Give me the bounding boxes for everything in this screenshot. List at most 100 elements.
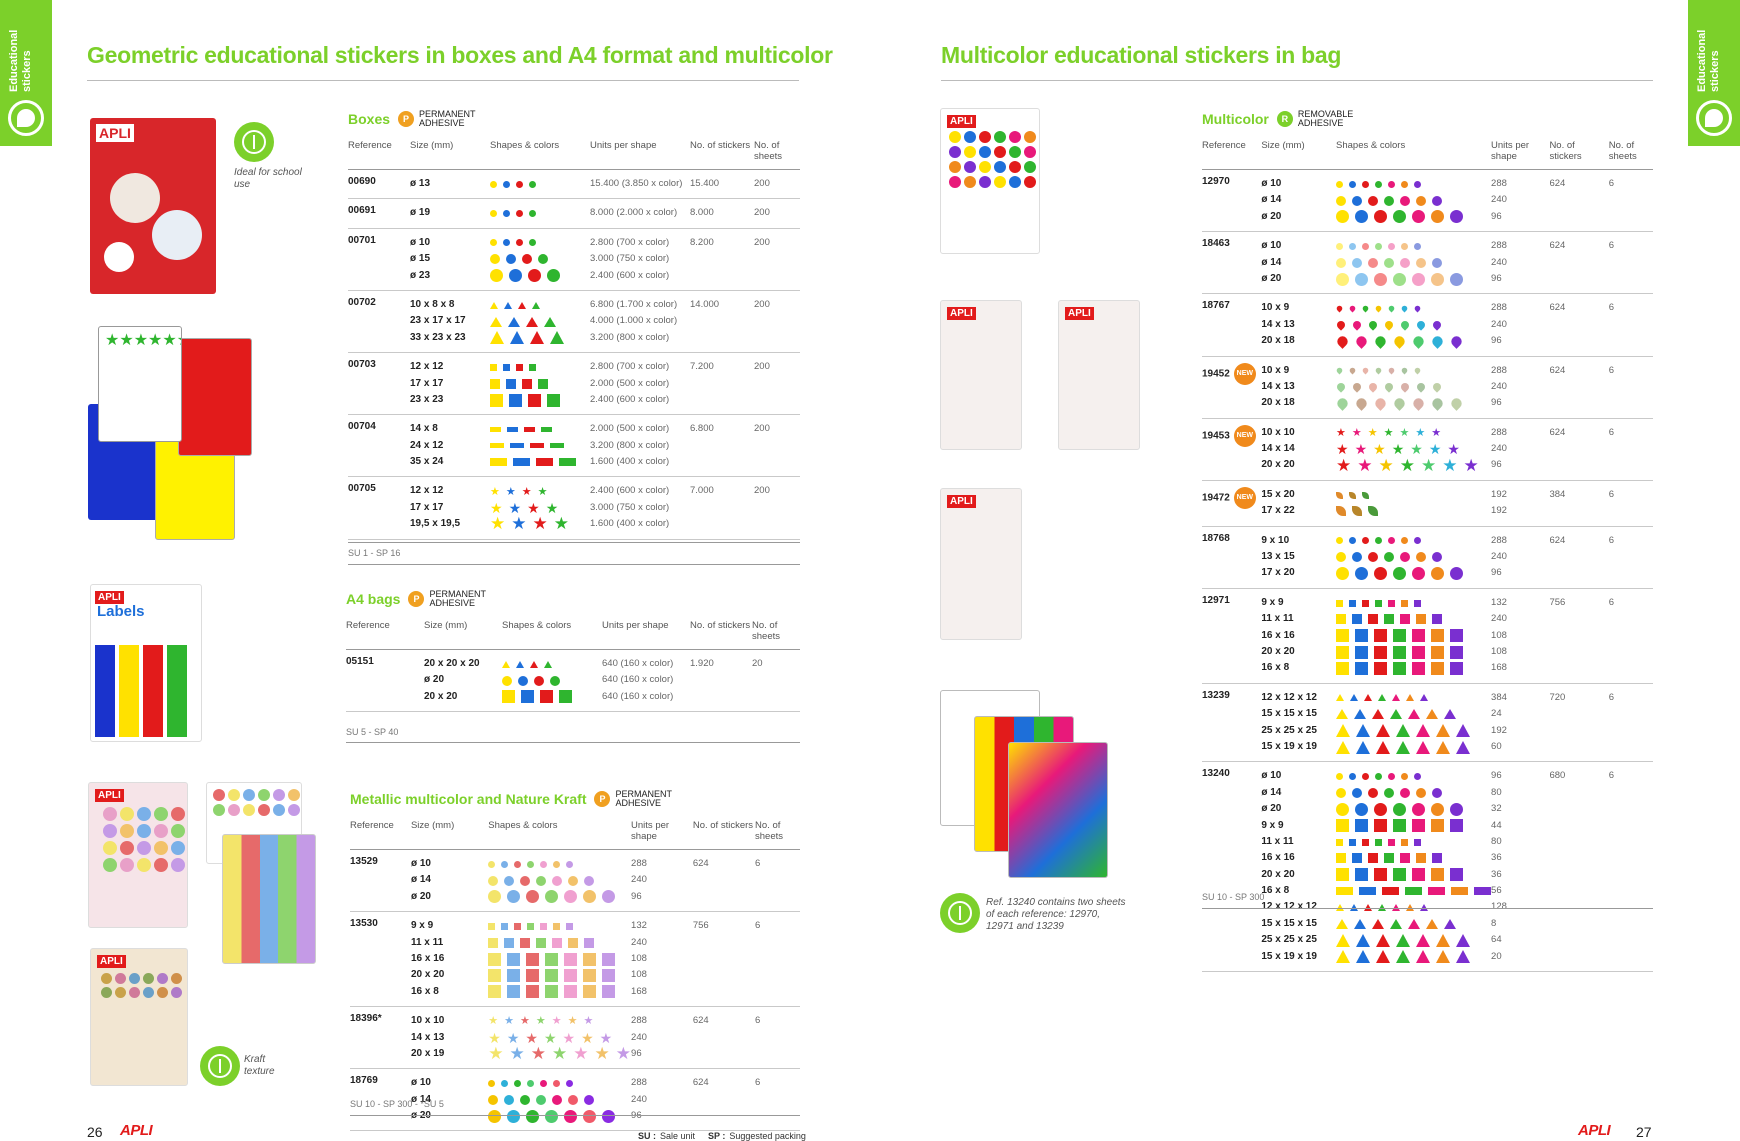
shape-swatches: [1336, 768, 1491, 784]
square-sticker-icon: [538, 378, 548, 389]
multicolor-footer: SU 10 - SP 300: [1202, 892, 1265, 902]
units-value: 44: [1491, 819, 1502, 831]
stickers-cell: 7.200: [690, 353, 754, 415]
shape-swatches: [1336, 255, 1491, 271]
sizes-cell: 10 x 9 14 x 13 20 x 18: [1261, 294, 1336, 356]
star-sticker-icon: ★: [1354, 441, 1368, 458]
square-sticker-icon: [1388, 838, 1396, 846]
triangle-sticker-icon: [1356, 933, 1371, 947]
child-photo: [152, 210, 202, 260]
star-sticker-icon: ★: [1447, 441, 1460, 458]
star-sticker-icon: ★: [488, 1029, 501, 1046]
circle-sticker-icon: [584, 875, 595, 886]
sizes-cell: 12 x 12 x 12 15 x 15 x 15 25 x 25 x 25 15 x…: [1261, 683, 1336, 762]
square-sticker-icon: [568, 937, 579, 948]
rect-sticker-icon: [541, 426, 552, 432]
circle-sticker-icon: [1336, 272, 1350, 286]
table-footer-divider: [350, 1115, 800, 1116]
circle-sticker-icon: [501, 860, 509, 868]
star-sticker-icon: ★: [521, 485, 532, 498]
triangle-sticker-icon: [1390, 709, 1403, 720]
triangle-sticker-icon: [502, 660, 510, 668]
school-use-note: Ideal for school use: [234, 167, 302, 190]
star-sticker-icon: ★: [552, 1044, 568, 1064]
reference-cell: 18769: [350, 1069, 411, 1131]
sizes-value: ø 14: [1261, 194, 1282, 206]
circle-sticker-icon: [1393, 272, 1407, 286]
sizes-cell: ø 10 ø 14 ø 20: [1261, 232, 1336, 294]
sheets-cell: 6: [755, 1007, 800, 1069]
sizes-cell: ø 10 ø 15 ø 23: [410, 228, 490, 290]
sheets-value: 6: [755, 858, 761, 869]
leaf-sticker-icon: [1362, 491, 1370, 499]
units-value: 96: [631, 1108, 693, 1124]
circle-sticker-icon: [1401, 773, 1409, 781]
legend-sp-key: SP :: [708, 1131, 726, 1141]
square-sticker-icon: [507, 952, 521, 966]
heart-sticker-icon: [1335, 304, 1344, 313]
circle-sticker-icon: [1336, 195, 1347, 206]
circle-sticker-icon: [1450, 567, 1464, 581]
heart-sticker-icon: [1367, 381, 1379, 393]
circle-sticker-icon: [553, 860, 561, 868]
units-value: 108: [1491, 629, 1507, 641]
circle-sticker-icon: [527, 860, 535, 868]
rect-sticker-icon: [507, 426, 518, 432]
star-sticker-icon: ★: [543, 1029, 557, 1046]
sheets-value: 200: [754, 361, 770, 373]
square-sticker-icon: [1450, 629, 1464, 643]
reference-code: 18769: [350, 1075, 378, 1087]
circle-sticker-icon: [527, 1079, 535, 1087]
triangle-sticker-icon: [1376, 950, 1391, 964]
triangle-sticker-icon: [508, 316, 520, 327]
circle-sticker-icon: [514, 1079, 522, 1087]
units-value: 64: [1491, 934, 1502, 946]
heart-sticker-icon: [1348, 304, 1357, 313]
square-sticker-icon: [564, 969, 578, 983]
star-sticker-icon: ★: [490, 485, 500, 498]
sizes-cell: ø 13: [410, 170, 490, 199]
star-sticker-icon: ★: [532, 514, 548, 534]
circle-sticker-icon: [1362, 242, 1370, 250]
adhesive-label: PERMANENT ADHESIVE: [615, 789, 672, 808]
square-sticker-icon: [1374, 662, 1388, 676]
table-row: 13240 ø 10 ø 14 ø 20 9 x 9 11 x 11 16 x 16 20 x…: [1202, 762, 1653, 972]
heart-sticker-icon: [1400, 304, 1409, 313]
units-value: 288: [1491, 426, 1507, 438]
units-cell: 288 240 96: [1491, 356, 1549, 418]
square-sticker-icon: [1349, 838, 1357, 846]
blue-strip: [95, 645, 115, 737]
table-row: 18768 9 x 10 13 x 15 17 x 20 288 240 96 624 6: [1202, 526, 1653, 589]
units-value: 288: [631, 1077, 647, 1089]
triangle-sticker-icon: [1378, 904, 1387, 912]
circle-sticker-icon: [545, 1109, 559, 1123]
triangle-sticker-icon: [1396, 933, 1411, 947]
units-cell: 2.000 (500 x color) 3.200 (800 x color) 1.…: [590, 415, 690, 477]
circle-sticker-icon: [529, 180, 536, 188]
circle-sticker-icon: [1450, 272, 1464, 286]
units-value: 240: [631, 1093, 647, 1105]
circle-sticker-icon: [1375, 537, 1383, 545]
star-sticker-icon: ★: [488, 1015, 499, 1028]
star-sticker-icon: ★: [583, 1015, 594, 1028]
square-sticker-icon: [1384, 853, 1395, 864]
shape-swatches: [488, 856, 631, 872]
circle-sticker-icon: [490, 269, 503, 283]
shape-swatches: [490, 205, 590, 221]
triangle-sticker-icon: [490, 301, 498, 309]
sheets-cell: 6: [1609, 170, 1653, 232]
units-value: 2.000 (500 x color): [590, 377, 670, 389]
star-sticker-icon: ★: [1428, 441, 1442, 458]
square-sticker-icon: [1374, 629, 1388, 643]
heart-sticker-icon: [1383, 319, 1395, 331]
sizes-value: 33 x 23 x 23: [410, 331, 466, 343]
circle-sticker-icon: [488, 1109, 502, 1123]
square-sticker-icon: [488, 952, 502, 966]
square-sticker-icon: [545, 969, 559, 983]
reference-cell: 18768: [1202, 526, 1261, 588]
circle-sticker-icon: [528, 269, 541, 283]
sizes-value: 17 x 20: [1261, 567, 1295, 579]
circle-sticker-icon: [1416, 552, 1427, 563]
sizes-value: 9 x 9: [1261, 819, 1284, 831]
shapes-cell: ★ ★ ★ ★ ★ ★ ★ ★ ★ ★ ★ ★: [490, 477, 590, 539]
